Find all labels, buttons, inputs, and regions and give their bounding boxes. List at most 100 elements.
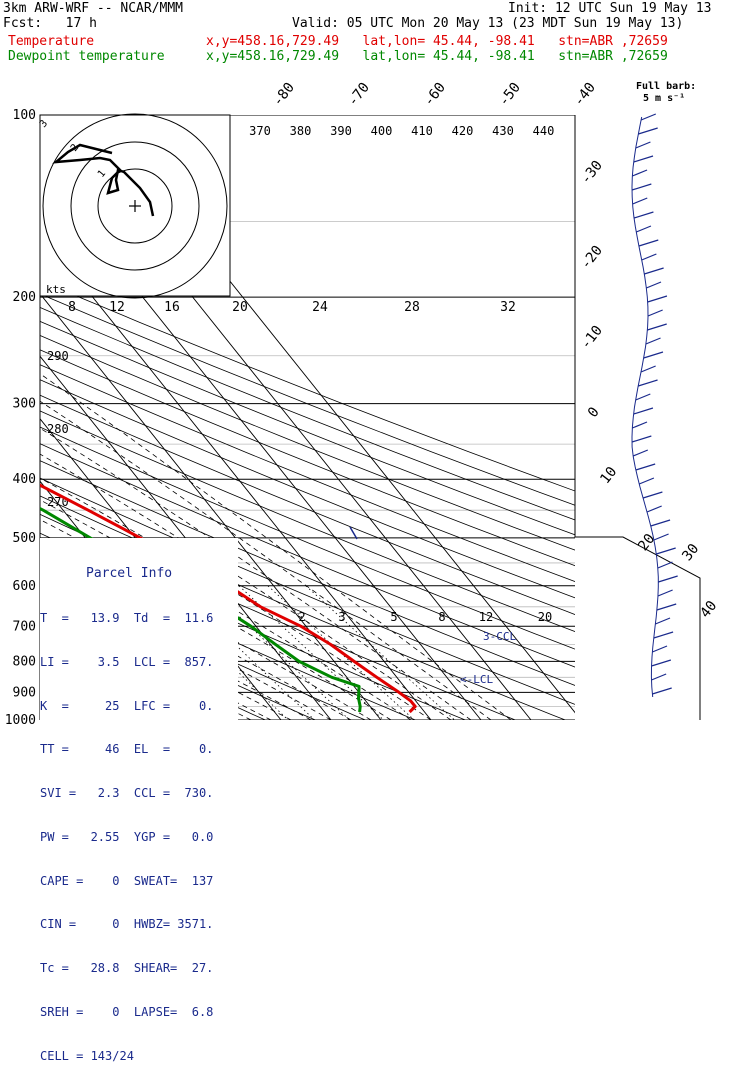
hodograph-ring (70, 141, 200, 271)
theta-label: 370 (249, 124, 271, 138)
wind-barb (656, 547, 676, 555)
init-time: Init: 12 UTC Sun 19 May 13 (508, 1, 712, 16)
pressure-tick-label: 400 (13, 472, 36, 487)
parcel-line: SVI = 2.3 CCL = 730. (40, 786, 214, 801)
dry-adiabat-line (40, 394, 575, 615)
hodograph-ring (42, 113, 228, 299)
moist-adiabat-line (40, 453, 452, 720)
wind-barb (647, 323, 667, 331)
mixing-ratio-label: 12 (479, 610, 493, 624)
isotherm-label: 0 (585, 404, 603, 420)
hodograph-height-label: 2 (69, 142, 81, 154)
hodograph-speed-label: 28 (404, 300, 420, 315)
dry-adiabat-line (40, 460, 575, 686)
wind-barb (651, 659, 672, 667)
wind-barb (638, 127, 658, 135)
wind-barb (657, 561, 673, 569)
hodograph-speed-label: 8 (68, 300, 76, 315)
wind-barb (632, 197, 648, 205)
mixing-ratio-label: 5 (390, 610, 397, 624)
parcel-line: PW = 2.55 YGP = 0.0 (40, 829, 214, 844)
hodograph-unit-label: kts (46, 283, 66, 296)
right-frame-line (574, 115, 701, 720)
parcel-info-title: Parcel Info (86, 566, 173, 582)
wind-barb (643, 351, 664, 359)
wind-barb (632, 169, 648, 177)
dry-adiabat-line (40, 572, 366, 720)
theta-label: 440 (533, 124, 555, 138)
dry-adiabat-line (40, 410, 575, 633)
lcl-annotation: <-LCL (460, 673, 493, 686)
wind-barb (647, 309, 663, 317)
lfc-marker (349, 526, 358, 540)
dry-adiabat-line (40, 280, 575, 492)
parcel-line: K = 25 LFC = 0. (40, 698, 214, 713)
dry-adiabat-line (40, 306, 575, 521)
isotherm-label: -80 (270, 80, 298, 110)
parcel-line: CIN = 0 HWBZ= 3571. (40, 917, 214, 932)
pressure-tick-label: 200 (13, 290, 36, 305)
wind-barb (641, 253, 657, 261)
isotherm-label: 40 (697, 598, 720, 621)
wind-barb (650, 519, 671, 527)
parcel-line: LI = 3.5 LCL = 857. (40, 654, 214, 669)
wind-barb (651, 673, 667, 681)
wind-barb (635, 141, 651, 149)
theta-label: 390 (330, 124, 352, 138)
mixing-ratio-label: 2 (298, 610, 305, 624)
parcel-line: T = 13.9 Td = 11.6 (40, 610, 214, 625)
isotherm-label: -30 (578, 158, 606, 188)
wind-barb (646, 505, 662, 513)
wind-barb (653, 533, 669, 541)
wind-barb (640, 365, 656, 373)
ccl-annotation: 3-CCL (483, 630, 516, 643)
barb-legend-unit: 5 m s⁻¹ (643, 93, 686, 104)
parcel-info-panel: Parcel Info T = 13.9 Td = 11.6 LI = 3.5 … (40, 538, 238, 1063)
valid-time: Valid: 05 UTC Mon 20 May 13 (23 MDT Sun … (292, 16, 684, 31)
mixing-ratio-label: 3 (338, 610, 345, 624)
wind-barb (658, 575, 678, 583)
dry-adiabat-line (40, 443, 575, 668)
pressure-tick-label: 700 (13, 619, 36, 634)
wind-barb (632, 449, 649, 457)
theta-label: 400 (371, 124, 393, 138)
pressure-tick-label: 800 (13, 654, 36, 669)
pressure-tick-label: 900 (13, 685, 36, 700)
dry-adiabat-line (40, 426, 575, 650)
parcel-line: TT = 46 EL = 0. (40, 742, 214, 757)
mixing-ratio-line (267, 585, 415, 720)
isotherm-label: 30 (679, 541, 702, 564)
wind-barb (653, 631, 674, 639)
wind-barb (652, 645, 668, 653)
hodograph-speed-label: 32 (500, 300, 516, 315)
moist-adiabat-line (40, 427, 472, 720)
theta-left-label: 290 (47, 349, 69, 363)
wind-barb (646, 281, 662, 289)
forecast-hour: Fcst: 17 h (3, 16, 97, 31)
theta-label: 430 (492, 124, 514, 138)
parcel-line: CELL = 143/24 (40, 1048, 134, 1063)
hodograph-speed-label: 12 (109, 300, 125, 315)
theta-left-label: 280 (47, 422, 69, 436)
parcel-line: Tc = 28.8 SHEAR= 27. (40, 961, 214, 976)
theta-label: 420 (452, 124, 474, 138)
hodograph-height-label: 3 (38, 118, 50, 130)
wind-barb (642, 491, 663, 499)
wind-barb (655, 617, 671, 625)
isotherm-label: -20 (578, 243, 606, 273)
wind-barb (633, 407, 654, 415)
isotherm-label: 10 (597, 464, 620, 487)
temperature-legend: Temperature (8, 34, 95, 49)
wind-barb (645, 337, 661, 345)
isotherm-label: -40 (571, 80, 599, 110)
isotherm-label: -50 (496, 80, 524, 110)
mixing-ratio-label: 20 (538, 610, 552, 624)
hodograph-trace (52, 143, 155, 217)
isotherm-line (40, 230, 432, 720)
parcel-line: SREH = 0 LAPSE= 6.8 (40, 1005, 214, 1019)
parcel-line: CAPE = 0 SWEAT= 137 (40, 873, 214, 888)
isotherm-label: -70 (345, 80, 373, 110)
wind-barb (652, 687, 672, 695)
isotherm-label: -10 (578, 323, 606, 353)
dry-adiabat-line (40, 364, 575, 583)
